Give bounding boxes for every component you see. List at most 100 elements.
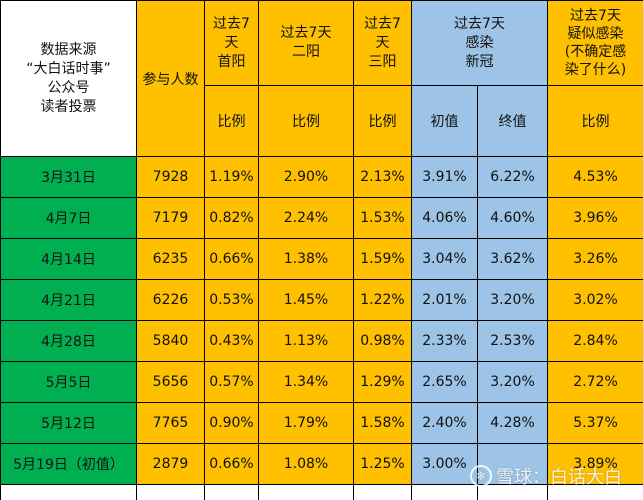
sub-header-ratio-first: 比例	[204, 85, 259, 157]
empty-cell	[411, 484, 478, 500]
row-first-positive: 0.57%	[204, 361, 259, 403]
table-row: 5月5日 5656 0.57% 1.34% 1.29% 2.65% 3.20% …	[0, 361, 643, 403]
empty-cell	[476, 484, 549, 500]
row-suspected: 3.89%	[547, 443, 643, 485]
row-third-positive: 0.98%	[353, 320, 412, 362]
row-third-positive: 1.22%	[353, 279, 412, 321]
row-infected-final	[476, 443, 549, 485]
row-infected-initial: 3.04%	[411, 238, 478, 280]
row-date: 3月31日	[0, 156, 137, 198]
row-second-positive: 1.34%	[258, 361, 354, 403]
row-infected-initial: 2.01%	[411, 279, 478, 321]
table-row: 4月14日 6235 0.66% 1.38% 1.59% 3.04% 3.62%…	[0, 238, 643, 280]
header-suspected-text: 过去7天 疑似感染 (不确定感 染了什么)	[564, 8, 627, 78]
row-first-positive: 0.43%	[204, 320, 259, 362]
row-suspected: 2.72%	[547, 361, 643, 403]
row-third-positive: 1.53%	[353, 197, 412, 239]
sub-header-ratio-suspected: 比例	[547, 85, 643, 157]
row-third-positive: 1.29%	[353, 361, 412, 403]
row-date: 4月14日	[0, 238, 137, 280]
header-second-positive: 过去7天 二阳	[258, 0, 354, 86]
row-participants: 5656	[136, 361, 205, 403]
row-infected-initial: 2.65%	[411, 361, 478, 403]
table-row: 4月28日 5840 0.43% 1.13% 0.98% 2.33% 2.53%…	[0, 320, 643, 362]
row-first-positive: 1.19%	[204, 156, 259, 198]
empty-cell	[136, 484, 205, 500]
row-first-positive: 0.66%	[204, 238, 259, 280]
row-first-positive: 0.82%	[204, 197, 259, 239]
sub-header-final: 终值	[476, 85, 549, 157]
row-infected-initial: 2.40%	[411, 402, 478, 444]
row-first-positive: 0.53%	[204, 279, 259, 321]
row-second-positive: 2.24%	[258, 197, 354, 239]
header-suspected: 过去7天 疑似感染 (不确定感 染了什么)	[547, 0, 643, 86]
row-date: 4月21日	[0, 279, 137, 321]
row-third-positive: 1.25%	[353, 443, 412, 485]
row-infected-final: 3.20%	[476, 361, 549, 403]
row-infected-final: 6.22%	[476, 156, 549, 198]
table-row: 4月21日 6226 0.53% 1.45% 1.22% 2.01% 3.20%…	[0, 279, 643, 321]
row-suspected: 4.53%	[547, 156, 643, 198]
row-date: 4月28日	[0, 320, 137, 362]
table-row: 5月19日（初值） 2879 0.66% 1.08% 1.25% 3.00% 3…	[0, 443, 643, 485]
header-first-positive: 过去7 天 首阳	[204, 0, 259, 86]
row-suspected: 5.37%	[547, 402, 643, 444]
row-infected-initial: 3.00%	[411, 443, 478, 485]
row-date: 4月7日	[0, 197, 137, 239]
row-suspected: 3.02%	[547, 279, 643, 321]
header-third-positive-text: 过去7 天 三阳	[364, 15, 401, 70]
row-participants: 6226	[136, 279, 205, 321]
row-second-positive: 2.90%	[258, 156, 354, 198]
header-infected-text: 过去7天 感染 新冠	[454, 15, 505, 70]
row-date: 5月19日（初值）	[0, 443, 137, 485]
header-second-positive-text: 过去7天 二阳	[280, 25, 332, 60]
row-date: 5月5日	[0, 361, 137, 403]
row-date: 5月12日	[0, 402, 137, 444]
row-participants: 7928	[136, 156, 205, 198]
empty-cell	[353, 484, 412, 500]
sub-header-initial: 初值	[411, 85, 478, 157]
row-infected-final: 3.20%	[476, 279, 549, 321]
row-second-positive: 1.79%	[258, 402, 354, 444]
row-suspected: 3.26%	[547, 238, 643, 280]
row-participants: 5840	[136, 320, 205, 362]
row-first-positive: 0.66%	[204, 443, 259, 485]
header-source: 数据来源 “大白话时事” 公众号 读者投票	[0, 0, 137, 157]
empty-cell	[204, 484, 259, 500]
row-participants: 6235	[136, 238, 205, 280]
empty-cell	[0, 484, 137, 500]
row-third-positive: 1.58%	[353, 402, 412, 444]
row-infected-final: 3.62%	[476, 238, 549, 280]
table-row: 5月12日 7765 0.90% 1.79% 1.58% 2.40% 4.28%…	[0, 402, 643, 444]
row-infected-initial: 2.33%	[411, 320, 478, 362]
row-infected-final: 4.60%	[476, 197, 549, 239]
row-participants: 7765	[136, 402, 205, 444]
row-infected-initial: 3.91%	[411, 156, 478, 198]
empty-cell	[258, 484, 354, 500]
header-participants: 参与人数	[136, 0, 205, 157]
row-second-positive: 1.08%	[258, 443, 354, 485]
sub-header-ratio-third: 比例	[353, 85, 412, 157]
row-participants: 7179	[136, 197, 205, 239]
header-third-positive: 过去7 天 三阳	[353, 0, 412, 86]
empty-cell	[547, 484, 643, 500]
row-suspected: 2.84%	[547, 320, 643, 362]
row-suspected: 3.96%	[547, 197, 643, 239]
row-participants: 2879	[136, 443, 205, 485]
header-infected: 过去7天 感染 新冠	[410, 0, 549, 86]
table-row-empty	[0, 484, 643, 500]
row-infected-initial: 4.06%	[411, 197, 478, 239]
row-infected-final: 4.28%	[476, 402, 549, 444]
row-third-positive: 2.13%	[353, 156, 412, 198]
header-first-positive-text: 过去7 天 首阳	[213, 15, 250, 70]
table-row: 4月7日 7179 0.82% 2.24% 1.53% 4.06% 4.60% …	[0, 197, 643, 239]
row-second-positive: 1.45%	[258, 279, 354, 321]
row-third-positive: 1.59%	[353, 238, 412, 280]
sub-header-ratio-second: 比例	[258, 85, 354, 157]
row-first-positive: 0.90%	[204, 402, 259, 444]
row-infected-final: 2.53%	[476, 320, 549, 362]
row-second-positive: 1.38%	[258, 238, 354, 280]
row-second-positive: 1.13%	[258, 320, 354, 362]
